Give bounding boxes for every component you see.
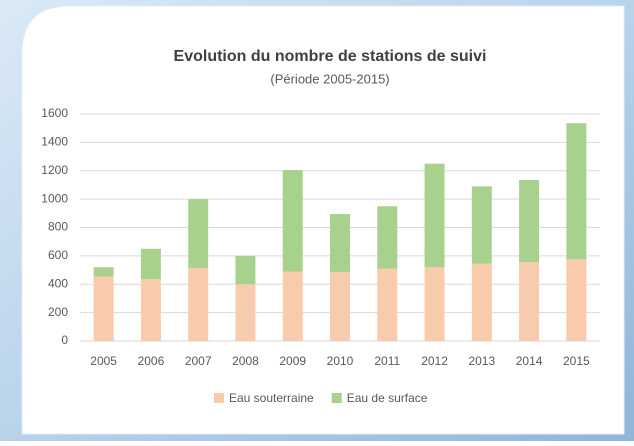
bar-segment	[235, 255, 256, 285]
legend-label: Eau souterraine	[229, 391, 314, 405]
bar-segment	[424, 163, 445, 268]
x-tick-label: 2012	[421, 354, 448, 368]
y-tick-label: 800	[48, 220, 68, 234]
x-tick-label: 2013	[468, 354, 495, 368]
x-tick-label: 2008	[232, 354, 259, 368]
y-tick-label: 0	[61, 333, 68, 347]
bar-segment	[471, 186, 492, 264]
y-tick-label: 200	[48, 305, 68, 319]
bar-segment	[282, 271, 303, 341]
legend-swatch	[214, 393, 224, 403]
x-tick-label: 2006	[138, 354, 165, 368]
x-tick-label: 2005	[90, 354, 117, 368]
bar-segment	[235, 284, 256, 341]
y-tick-label: 600	[48, 248, 68, 262]
y-tick-label: 1200	[41, 163, 68, 177]
y-tick-label: 1600	[41, 106, 68, 120]
bar-segment	[377, 206, 398, 269]
x-tick-label: 2015	[563, 354, 590, 368]
chart-subtitle: (Période 2005-2015)	[270, 71, 389, 86]
legend-label: Eau de surface	[347, 391, 428, 405]
bar-segment	[519, 179, 540, 263]
bar-segment	[566, 123, 587, 260]
x-tick-label: 2010	[327, 354, 354, 368]
legend-swatch	[331, 393, 342, 403]
bar-segment	[93, 267, 114, 277]
bar-segment	[471, 263, 492, 341]
y-tick-label: 1400	[41, 135, 68, 149]
bar-segment	[519, 262, 540, 341]
bar-segment	[282, 170, 303, 272]
x-tick-label: 2007	[185, 354, 212, 368]
x-tick-label: 2014	[516, 354, 543, 368]
bar-segment	[140, 279, 161, 341]
y-tick-label: 400	[48, 276, 68, 290]
bar-segment	[330, 214, 350, 273]
bar-segment	[93, 276, 114, 341]
bar-segment	[330, 272, 350, 341]
bar-segment	[424, 267, 445, 341]
bar-segment	[188, 267, 209, 341]
y-tick-label: 1000	[41, 191, 68, 205]
bar-segment	[377, 268, 398, 341]
bar-segment	[140, 248, 161, 280]
bar-segment	[566, 259, 587, 341]
chart-title: Evolution du nombre de stations de suivi	[174, 48, 487, 65]
x-tick-label: 2009	[279, 354, 306, 368]
x-tick-label: 2011	[374, 354, 400, 368]
bar-segment	[188, 199, 209, 268]
